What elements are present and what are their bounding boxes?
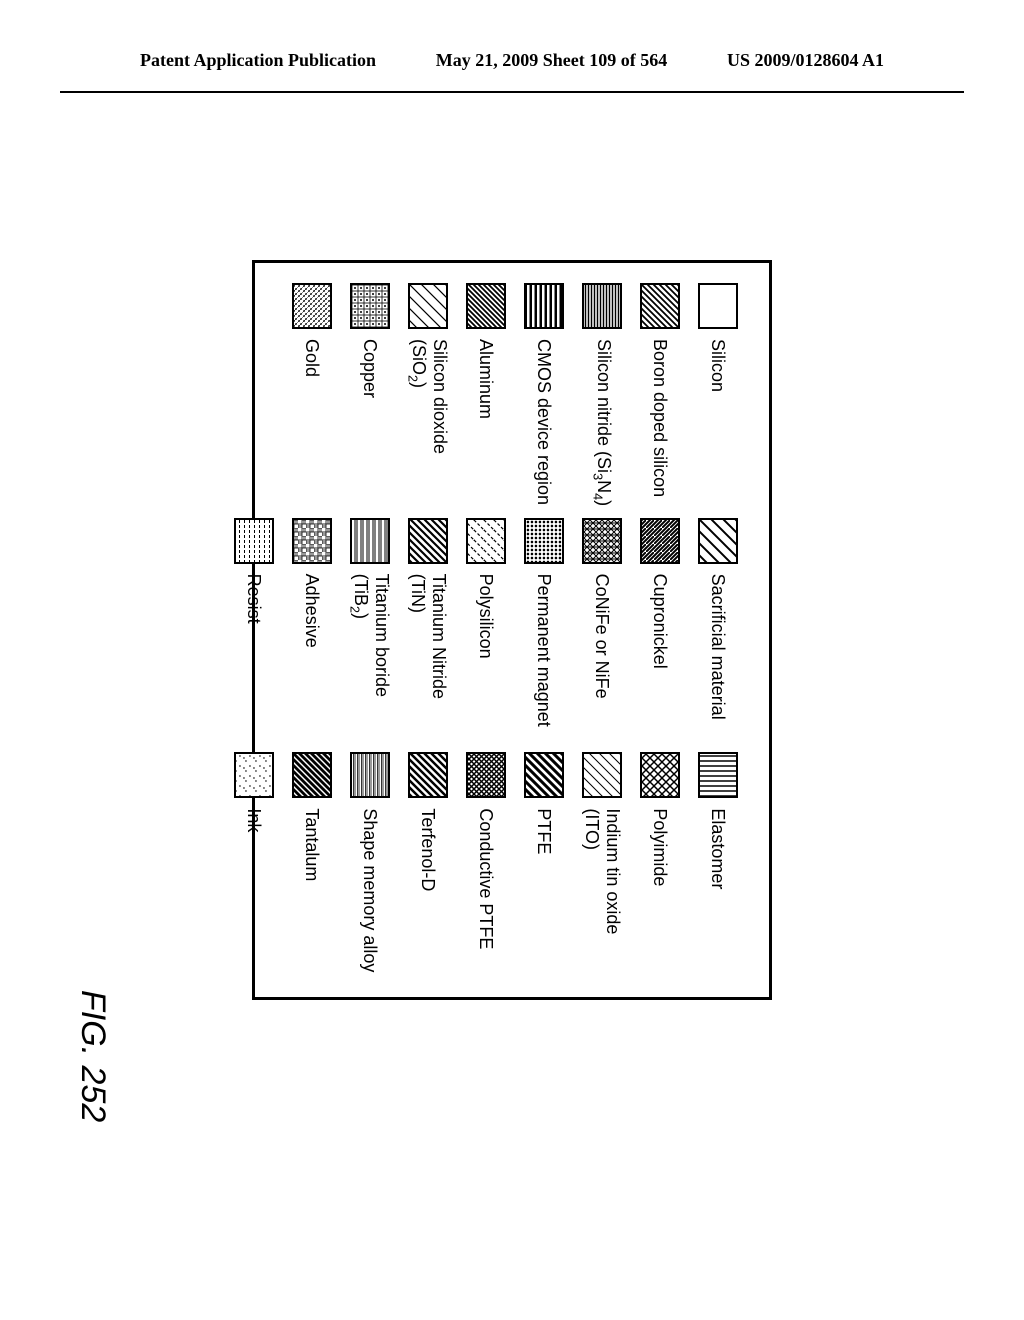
header-left: Patent Application Publication — [140, 50, 376, 71]
legend-label: Polysilicon — [476, 574, 497, 659]
legend-label: Polyimide — [650, 808, 671, 886]
legend-item: Silicon — [692, 283, 744, 508]
legend-label: Silicon — [708, 339, 729, 392]
legend-item: Cupronickel — [634, 518, 686, 743]
legend-box: Silicon Sacrificial material Elastomer Boro… — [252, 260, 772, 1000]
page-header: Patent Application Publication May 21, 2… — [60, 0, 964, 93]
legend-item: Polyimide — [634, 752, 686, 977]
swatch-icon — [698, 283, 738, 329]
legend-item: CoNiFe or NiFe — [576, 518, 628, 743]
legend-label: CMOS device region — [534, 339, 555, 505]
legend-item: Titanium boride (TiB2) — [344, 518, 396, 743]
swatch-icon — [408, 518, 448, 564]
legend-item: Polysilicon — [460, 518, 512, 743]
legend-item: Copper — [344, 283, 396, 508]
legend-grid: Silicon Sacrificial material Elastomer Boro… — [228, 283, 744, 977]
legend-label: Sacrificial material — [708, 574, 729, 720]
legend-item: Permanent magnet — [518, 518, 570, 743]
legend-label: Terfenol-D — [418, 808, 439, 891]
legend-label: Boron doped silicon — [650, 339, 671, 497]
header-right: US 2009/0128604 A1 — [727, 50, 884, 71]
legend-label: Aluminum — [476, 339, 497, 419]
swatch-icon — [582, 752, 622, 798]
legend-label: Adhesive — [302, 574, 323, 648]
legend-label: Resist — [244, 574, 265, 624]
legend-label: Permanent magnet — [534, 574, 555, 727]
legend-label: Silicon nitride (Si3N4) — [590, 339, 614, 506]
legend-label: Titanium Nitride (TiN) — [407, 574, 449, 743]
legend-label: Titanium boride (TiB2) — [348, 574, 393, 743]
legend-item: Adhesive — [286, 518, 338, 743]
legend-item: Shape memory alloy — [344, 752, 396, 977]
swatch-icon — [234, 752, 274, 798]
swatch-icon — [640, 518, 680, 564]
legend-item: CMOS device region — [518, 283, 570, 508]
legend-item: Elastomer — [692, 752, 744, 977]
swatch-icon — [350, 283, 390, 329]
swatch-icon — [292, 518, 332, 564]
legend-item: Gold — [286, 283, 338, 508]
legend-label: Shape memory alloy — [360, 808, 381, 972]
legend-item: Aluminum — [460, 283, 512, 508]
swatch-icon — [350, 518, 390, 564]
legend-item: Silicon nitride (Si3N4) — [576, 283, 628, 508]
swatch-icon — [582, 518, 622, 564]
legend-label: PTFE — [534, 808, 555, 854]
legend-item: Tantalum — [286, 752, 338, 977]
swatch-icon — [350, 752, 390, 798]
page-content: Silicon Sacrificial material Elastomer Boro… — [0, 180, 1024, 1080]
legend-item: Resist — [228, 518, 280, 743]
legend-label: CoNiFe or NiFe — [592, 574, 613, 699]
swatch-icon — [466, 518, 506, 564]
swatch-icon — [408, 752, 448, 798]
swatch-icon — [524, 283, 564, 329]
swatch-icon — [640, 283, 680, 329]
legend-item: Boron doped silicon — [634, 283, 686, 508]
legend-label: Cupronickel — [650, 574, 671, 669]
swatch-icon — [466, 752, 506, 798]
swatch-icon — [524, 518, 564, 564]
legend-item: Terfenol-D — [402, 752, 454, 977]
swatch-icon — [582, 283, 622, 329]
legend-item: PTFE — [518, 752, 570, 977]
swatch-icon — [698, 752, 738, 798]
swatch-icon — [234, 518, 274, 564]
legend-label: Elastomer — [708, 808, 729, 889]
swatch-icon — [292, 752, 332, 798]
swatch-icon — [698, 518, 738, 564]
swatch-icon — [524, 752, 564, 798]
legend-item: Indium tin oxide (ITO) — [576, 752, 628, 977]
legend-label: Tantalum — [302, 808, 323, 881]
legend-item: Conductive PTFE — [460, 752, 512, 977]
swatch-icon — [408, 283, 448, 329]
swatch-icon — [640, 752, 680, 798]
legend-label: Indium tin oxide (ITO) — [581, 808, 623, 977]
legend-item: Ink — [228, 752, 280, 977]
header-center: May 21, 2009 Sheet 109 of 564 — [436, 50, 667, 71]
figure-label: FIG. 252 — [73, 990, 112, 1122]
legend-item — [228, 283, 280, 508]
swatch-icon — [466, 283, 506, 329]
legend-item: Titanium Nitride (TiN) — [402, 518, 454, 743]
legend-item: Silicon dioxide (SiO2) — [402, 283, 454, 508]
legend-label: Silicon dioxide (SiO2) — [406, 339, 451, 508]
legend-label: Copper — [360, 339, 381, 398]
legend-label: Gold — [302, 339, 323, 377]
legend-label: Ink — [244, 808, 265, 832]
swatch-icon — [292, 283, 332, 329]
legend-label: Conductive PTFE — [476, 808, 497, 949]
legend-item: Sacrificial material — [692, 518, 744, 743]
